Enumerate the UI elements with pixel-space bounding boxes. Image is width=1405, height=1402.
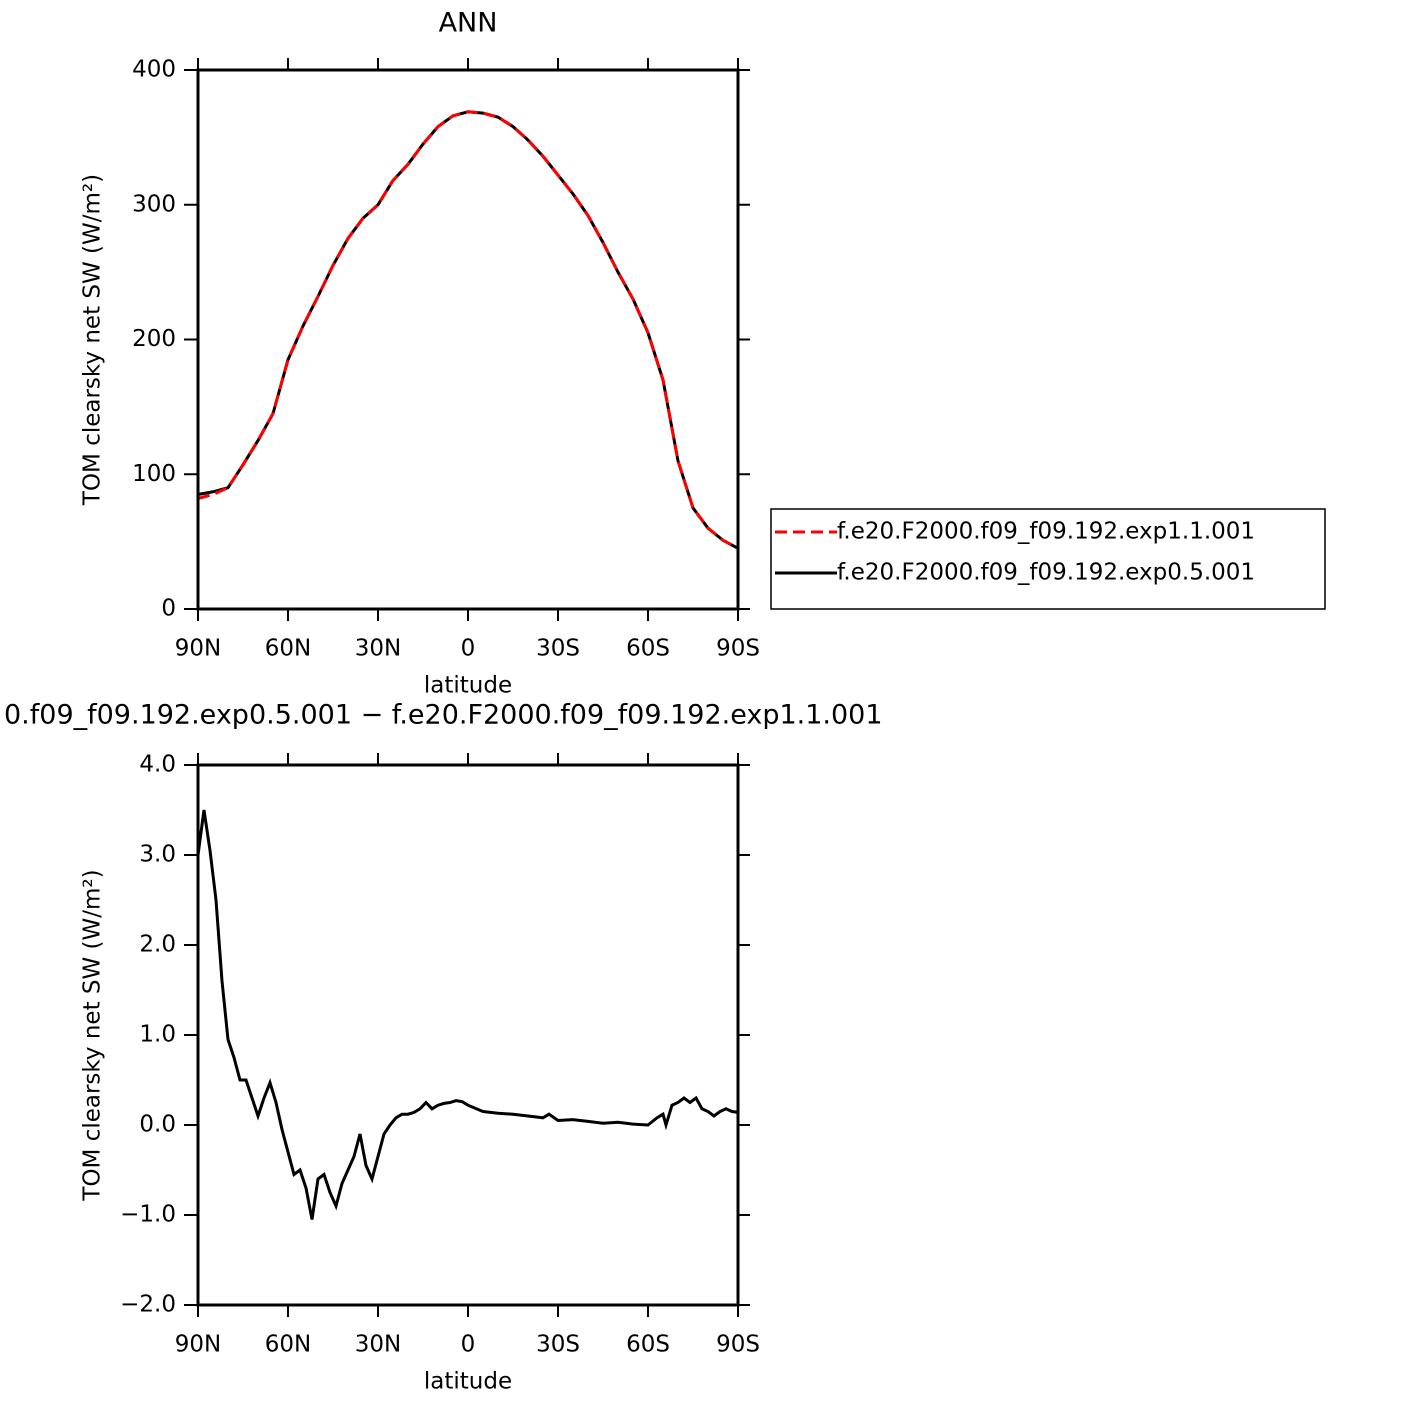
- legend-label: f.e20.F2000.f09_f09.192.exp1.1.001: [837, 519, 1255, 545]
- x-tick-label: 60N: [265, 636, 311, 662]
- y-tick-label: 300: [132, 191, 176, 217]
- x-axis-label: latitude: [424, 1369, 512, 1395]
- data-line: [197, 110, 739, 550]
- y-axis-label: TOM clearsky net SW (W/m²): [80, 869, 106, 1201]
- y-tick-label: 0: [161, 596, 176, 622]
- plot-frame: [196, 763, 740, 1307]
- y-tick-label: −2.0: [120, 1292, 176, 1318]
- x-axis-label: latitude: [424, 673, 512, 699]
- x-tick-label: 60S: [626, 636, 670, 662]
- x-tick-label: 30S: [536, 636, 580, 662]
- legend-label: f.e20.F2000.f09_f09.192.exp0.5.001: [837, 560, 1255, 586]
- y-tick-label: 3.0: [139, 842, 176, 868]
- x-tick-label: 30N: [355, 636, 401, 662]
- x-tick-label: 90S: [716, 636, 760, 662]
- y-tick-label: 400: [132, 57, 176, 83]
- y-tick-label: 4.0: [139, 752, 176, 778]
- x-tick-label: 30S: [536, 1332, 580, 1358]
- data-line: [196, 809, 739, 1220]
- chart-title: ANN: [439, 8, 498, 39]
- x-tick-label: 0: [461, 636, 476, 662]
- y-tick-label: 2.0: [139, 932, 176, 958]
- x-tick-label: 60S: [626, 1332, 670, 1358]
- x-tick-label: 30N: [355, 1332, 401, 1358]
- y-tick-label: 1.0: [139, 1022, 176, 1048]
- x-tick-label: 90N: [175, 636, 221, 662]
- y-tick-label: −1.0: [120, 1202, 176, 1228]
- plot-frame: [196, 68, 740, 611]
- x-tick-label: 90N: [175, 1332, 221, 1358]
- y-tick-label: 200: [132, 326, 176, 352]
- x-tick-label: 60N: [265, 1332, 311, 1358]
- x-tick-label: 0: [461, 1332, 476, 1358]
- y-tick-label: 0.0: [139, 1112, 176, 1138]
- chart-title: 0.f09_f09.192.exp0.5.001 − f.e20.F2000.f…: [4, 700, 883, 731]
- data-line: [197, 110, 739, 550]
- y-tick-label: 100: [132, 461, 176, 487]
- x-tick-label: 90S: [716, 1332, 760, 1358]
- legend-box: [770, 508, 1326, 610]
- y-axis-label: TOM clearsky net SW (W/m²): [80, 174, 106, 506]
